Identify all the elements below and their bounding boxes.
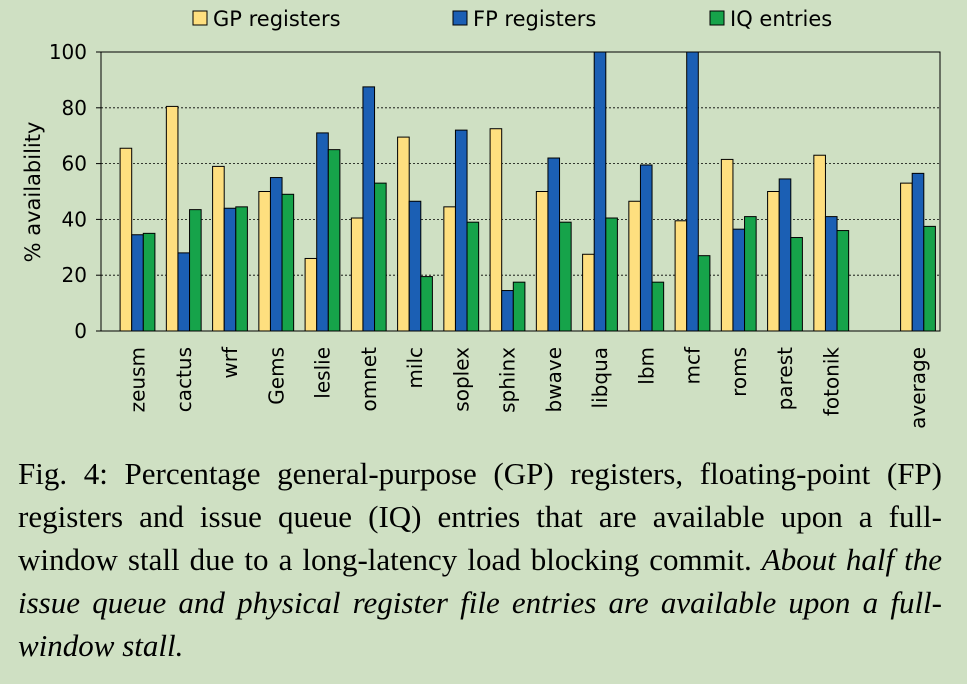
bar-bwave-fp bbox=[547, 157, 561, 332]
bar-bwave-iq bbox=[559, 221, 572, 332]
bar-roms-gp bbox=[720, 158, 734, 332]
bar-zeusm-gp bbox=[119, 147, 133, 332]
bar-omnet-iq bbox=[374, 182, 387, 332]
x-tick-label: fotonik bbox=[819, 347, 843, 417]
bar-wrf-fp bbox=[223, 207, 237, 332]
x-tick-label: lbm bbox=[634, 347, 658, 385]
bar-chart: GP registers FP registers IQ entries 0 20 40… bbox=[21, 7, 941, 429]
bar-fotonik-iq bbox=[836, 230, 850, 332]
bar-lbm-gp bbox=[628, 200, 641, 332]
bar-libqua-fp bbox=[593, 51, 607, 332]
x-tick-label: leslie bbox=[311, 347, 335, 399]
y-tick-label: 100 bbox=[49, 40, 87, 64]
bar-cactus-gp bbox=[165, 105, 179, 332]
bar-fotonik-fp bbox=[824, 216, 838, 332]
bar-leslie-iq bbox=[327, 149, 341, 332]
x-tick-label: parest bbox=[773, 347, 797, 410]
bar-mcf-fp bbox=[686, 51, 699, 332]
legend-label: FP registers bbox=[473, 7, 596, 31]
x-tick-label: libqua bbox=[588, 347, 612, 408]
x-tick-label: wrf bbox=[218, 346, 242, 379]
bar-soplex-gp bbox=[443, 206, 456, 332]
bar-Gems-gp bbox=[258, 191, 271, 332]
x-tick-label: soplex bbox=[449, 347, 473, 412]
bar-Gems-fp bbox=[269, 177, 283, 332]
legend-label: IQ entries bbox=[730, 7, 832, 31]
bar-sphinx-iq bbox=[512, 281, 526, 332]
legend-label: GP registers bbox=[213, 7, 341, 31]
legend-swatch bbox=[192, 10, 208, 26]
x-tick-label: sphinx bbox=[496, 347, 520, 413]
bar-sphinx-fp bbox=[501, 290, 514, 332]
bar-lbm-fp bbox=[639, 164, 653, 332]
x-tick-label: mcf bbox=[681, 346, 705, 384]
bar-wrf-gp bbox=[212, 165, 225, 332]
bar-leslie-gp bbox=[304, 257, 318, 332]
bar-omnet-fp bbox=[362, 86, 376, 332]
y-tick-label: 0 bbox=[74, 319, 87, 343]
bar-leslie-fp bbox=[316, 132, 329, 332]
bar-bwave-gp bbox=[535, 191, 549, 332]
bar-parest-fp bbox=[778, 178, 792, 332]
legend-swatch bbox=[709, 10, 725, 26]
y-axis-label: % availability bbox=[21, 122, 45, 263]
bar-mcf-iq bbox=[697, 255, 711, 332]
bar-fotonik-gp bbox=[813, 154, 826, 332]
bar-milc-fp bbox=[408, 200, 422, 332]
figure-caption: Fig. 4: Percentage general-purpose (GP) … bbox=[18, 452, 942, 667]
bar-average-iq bbox=[923, 225, 936, 332]
x-tick-label: bwave bbox=[542, 347, 566, 412]
x-tick-label: milc bbox=[403, 347, 427, 389]
x-tick-label: omnet bbox=[357, 347, 381, 412]
bar-soplex-iq bbox=[466, 221, 480, 332]
bar-soplex-fp bbox=[454, 129, 468, 332]
x-tick-label: average bbox=[906, 347, 930, 429]
bar-wrf-iq bbox=[235, 206, 248, 332]
plot-area: 0 20 40 60 80 100 zeusm cactus wrf Gems leslie omne… bbox=[49, 40, 941, 429]
bar-zeusm-fp bbox=[131, 234, 144, 332]
bar-libqua-gp bbox=[582, 253, 595, 332]
bar-parest-iq bbox=[790, 237, 803, 332]
x-tick-label: roms bbox=[727, 347, 751, 397]
y-tick-label: 20 bbox=[62, 263, 87, 287]
x-tick-label: Gems bbox=[264, 347, 288, 405]
bar-Gems-iq bbox=[281, 193, 295, 332]
bar-zeusm-iq bbox=[142, 232, 156, 332]
bar-parest-gp bbox=[767, 191, 780, 332]
x-tick-label: cactus bbox=[172, 347, 196, 412]
bar-mcf-gp bbox=[674, 220, 688, 332]
bar-libqua-iq bbox=[605, 217, 618, 332]
y-tick-label: 60 bbox=[62, 152, 87, 176]
caption-text: Fig. 4: Percentage general-purpose (GP) … bbox=[18, 456, 942, 577]
bar-milc-gp bbox=[397, 136, 410, 332]
y-tick-label: 40 bbox=[62, 207, 87, 231]
bar-sphinx-gp bbox=[489, 128, 503, 332]
bar-cactus-fp bbox=[177, 252, 191, 332]
bar-average-gp bbox=[900, 182, 913, 332]
legend-swatch bbox=[452, 10, 468, 26]
caption-italic-text: About half the issue queue and physical … bbox=[18, 542, 943, 663]
legend: GP registers FP registers IQ entries bbox=[192, 7, 832, 31]
y-tick-label: 80 bbox=[62, 96, 87, 120]
bar-milc-iq bbox=[420, 276, 433, 332]
bar-average-fp bbox=[911, 172, 925, 332]
x-tick-label: zeusm bbox=[126, 347, 150, 412]
bar-omnet-gp bbox=[350, 217, 364, 332]
bar-roms-iq bbox=[744, 216, 757, 332]
bar-lbm-iq bbox=[651, 281, 665, 332]
bar-cactus-iq bbox=[189, 209, 202, 332]
bar-roms-fp bbox=[732, 228, 746, 332]
